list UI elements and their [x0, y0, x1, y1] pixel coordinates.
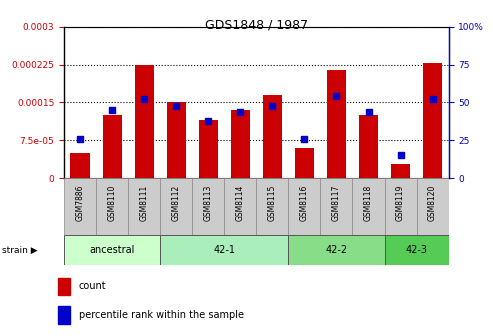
Point — [173, 103, 180, 108]
Point — [364, 109, 373, 114]
Bar — [288, 178, 320, 235]
Point — [204, 118, 212, 123]
Text: percentile rank within the sample: percentile rank within the sample — [79, 310, 244, 320]
Text: ancestral: ancestral — [89, 245, 135, 255]
Text: GSM8114: GSM8114 — [236, 185, 245, 221]
Bar — [96, 178, 128, 235]
Bar — [385, 235, 449, 265]
Bar — [128, 178, 160, 235]
Bar — [58, 306, 70, 324]
Bar — [135, 65, 154, 178]
Point — [396, 153, 404, 158]
Text: GSM8116: GSM8116 — [300, 185, 309, 221]
Bar — [288, 235, 385, 265]
Bar — [64, 178, 96, 235]
Bar — [423, 63, 442, 178]
Bar — [192, 178, 224, 235]
Text: count: count — [79, 282, 106, 291]
Bar — [160, 178, 192, 235]
Point — [268, 103, 276, 108]
Bar — [231, 110, 250, 178]
Text: GSM8110: GSM8110 — [107, 185, 117, 221]
Bar — [224, 178, 256, 235]
Bar — [295, 148, 314, 178]
Text: 42-2: 42-2 — [325, 245, 348, 255]
Bar — [263, 95, 282, 178]
Text: GSM8117: GSM8117 — [332, 185, 341, 221]
Point — [236, 109, 244, 114]
Text: 42-3: 42-3 — [406, 245, 427, 255]
Point — [140, 97, 148, 102]
Bar — [417, 178, 449, 235]
Bar — [391, 164, 410, 178]
Bar — [256, 178, 288, 235]
Text: GSM8111: GSM8111 — [140, 185, 149, 221]
Bar — [70, 153, 90, 178]
Text: GSM8120: GSM8120 — [428, 185, 437, 221]
Text: GSM8119: GSM8119 — [396, 185, 405, 221]
Text: strain ▶: strain ▶ — [2, 246, 38, 255]
Text: GSM8115: GSM8115 — [268, 185, 277, 221]
Bar — [352, 178, 385, 235]
Bar — [160, 235, 288, 265]
Point — [108, 108, 116, 113]
Point — [332, 94, 340, 99]
Bar — [327, 70, 346, 178]
Bar — [167, 102, 186, 178]
Bar — [64, 235, 160, 265]
Bar — [385, 178, 417, 235]
Text: GSM8113: GSM8113 — [204, 185, 213, 221]
Point — [300, 136, 309, 141]
Bar — [320, 178, 352, 235]
Bar — [58, 278, 70, 295]
Text: GSM7886: GSM7886 — [75, 185, 85, 221]
Bar — [199, 120, 218, 178]
Text: GSM8118: GSM8118 — [364, 185, 373, 221]
Point — [76, 136, 84, 141]
Text: GDS1848 / 1987: GDS1848 / 1987 — [205, 18, 308, 32]
Bar — [359, 115, 378, 178]
Text: 42-1: 42-1 — [213, 245, 235, 255]
Text: GSM8112: GSM8112 — [172, 185, 181, 221]
Bar — [103, 115, 122, 178]
Point — [428, 97, 437, 102]
